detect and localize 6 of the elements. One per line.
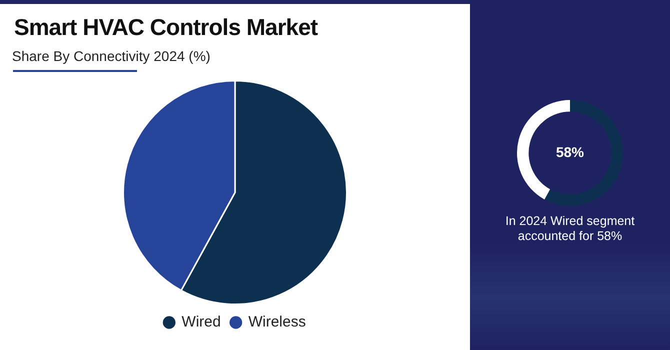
chart-title: Smart HVAC Controls Market xyxy=(14,14,318,41)
legend-label: Wireless xyxy=(248,314,306,331)
text: 58% xyxy=(556,144,585,160)
text: In 2024 Wired segment accounted for 58% xyxy=(504,214,636,244)
chart-subtitle: Share By Connectivity 2024 (%) xyxy=(12,48,210,64)
legend-label: Wired xyxy=(182,314,221,331)
